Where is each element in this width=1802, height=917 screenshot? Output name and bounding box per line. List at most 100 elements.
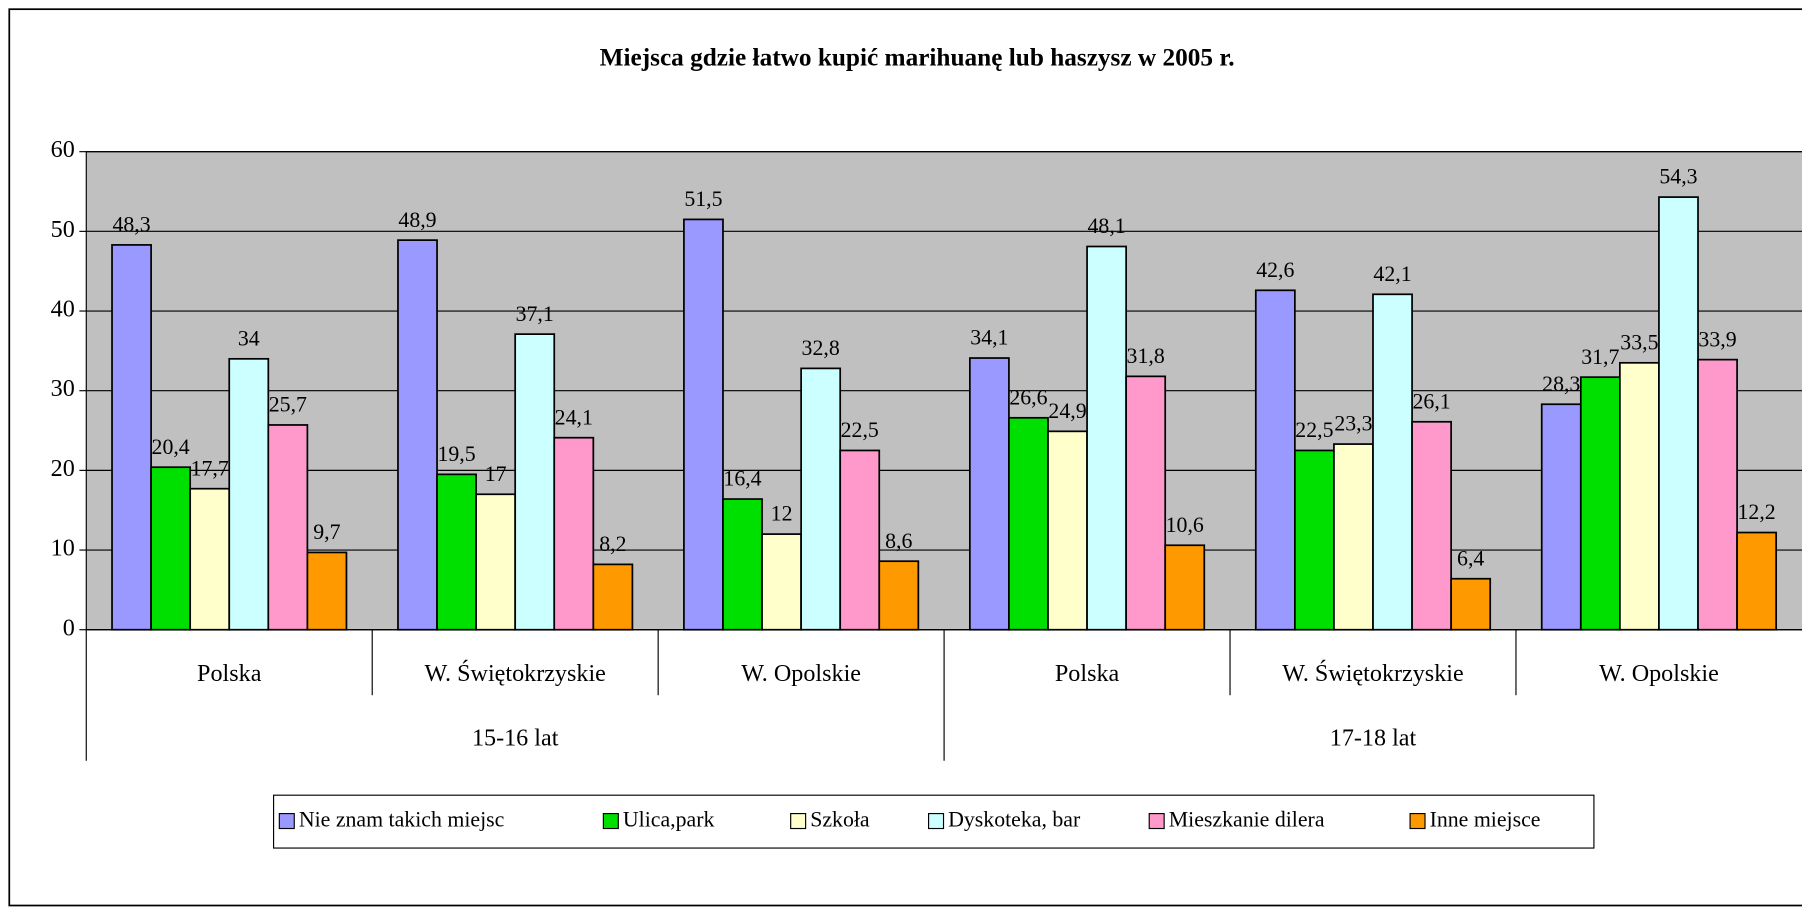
x-tick-label: W. Opolskie: [1599, 660, 1719, 687]
data-label: 51,5: [684, 187, 722, 211]
bar: [1697, 358, 1738, 631]
legend-swatch: [278, 813, 295, 830]
y-tick-label: 50: [51, 216, 75, 243]
bar: [306, 551, 348, 631]
data-label: 19,5: [437, 442, 475, 466]
y-tick-label: 40: [51, 296, 75, 323]
y-tick-label: 30: [51, 375, 75, 402]
bar: [1294, 449, 1335, 631]
chart-title: Miejsca gdzie łatwo kupić marihuanę lub …: [600, 44, 1235, 72]
data-label: 22,5: [1295, 418, 1333, 442]
data-label: 17: [485, 462, 507, 486]
x-tick-label: W. Świętokrzyskie: [1282, 659, 1463, 687]
bar: [968, 357, 1010, 631]
bar: [1254, 289, 1296, 631]
bar: [839, 449, 881, 631]
bar: [800, 367, 842, 631]
data-label: 24,1: [555, 405, 593, 429]
bar: [878, 560, 920, 631]
y-tick-label: 0: [63, 614, 75, 641]
data-label: 48,3: [112, 213, 150, 237]
bar: [150, 466, 192, 631]
group-label: 17-18 lat: [1330, 725, 1417, 752]
data-label: 54,3: [1659, 165, 1697, 189]
bar: [267, 424, 309, 631]
y-tick-label: 20: [51, 455, 75, 482]
data-label: 8,6: [885, 529, 912, 553]
data-label: 37,1: [516, 302, 554, 326]
bar: [1047, 430, 1088, 631]
bar: [592, 563, 634, 631]
legend-label: Szkoła: [810, 808, 870, 832]
data-label: 24,9: [1048, 399, 1086, 423]
bar: [1736, 531, 1778, 631]
data-label: 42,6: [1256, 258, 1294, 282]
data-label: 26,1: [1413, 389, 1451, 413]
bar: [1086, 245, 1127, 631]
data-label: 12,2: [1738, 500, 1776, 524]
x-tick-label: Polska: [197, 660, 262, 687]
data-label: 33,5: [1620, 330, 1658, 354]
bar: [1164, 544, 1206, 631]
legend-label: Dyskoteka, bar: [948, 808, 1081, 832]
bar: [514, 333, 556, 631]
legend-swatch: [1148, 813, 1165, 830]
bar: [1450, 577, 1492, 631]
bar: [111, 244, 152, 631]
legend-label: Inne miejsce: [1430, 808, 1541, 832]
x-tick-label: Polska: [1055, 660, 1120, 687]
legend-label: Nie znam takich miejsc: [299, 808, 505, 832]
legend-label: Mieszkanie dilera: [1169, 808, 1325, 832]
legend-swatch: [1409, 813, 1426, 830]
bar: [228, 357, 270, 631]
legend-label: Ulica,park: [623, 808, 715, 832]
bar: [1008, 416, 1049, 631]
data-label: 16,4: [723, 467, 761, 491]
legend-swatch: [602, 813, 619, 830]
data-label: 31,7: [1581, 345, 1619, 369]
legend-swatch: [928, 813, 945, 830]
bar: [1579, 376, 1621, 631]
bar: [1372, 293, 1413, 631]
bar: [1540, 403, 1582, 631]
data-label: 48,9: [398, 208, 436, 232]
bar: [397, 239, 438, 631]
data-label: 9,7: [313, 520, 340, 544]
bar: [475, 493, 517, 631]
data-label: 31,8: [1127, 344, 1165, 368]
bar: [1125, 375, 1167, 631]
data-label: 34: [238, 326, 260, 350]
bar: [189, 487, 231, 631]
data-label: 17,7: [191, 456, 229, 480]
data-label: 33,9: [1698, 327, 1736, 351]
bar: [436, 473, 477, 631]
bar: [553, 436, 595, 631]
y-tick-label: 10: [51, 535, 75, 562]
bar: [683, 218, 724, 631]
data-label: 12: [771, 502, 793, 526]
data-label: 34,1: [970, 326, 1008, 350]
group-label: 15-16 lat: [472, 725, 559, 752]
bar: [1411, 420, 1453, 631]
data-label: 25,7: [269, 393, 307, 417]
bar: [1619, 361, 1660, 631]
data-label: 23,3: [1334, 412, 1372, 436]
data-label: 8,2: [599, 532, 626, 556]
x-tick-label: W. Świętokrzyskie: [424, 659, 605, 687]
data-label: 28,3: [1542, 372, 1580, 396]
bar: [722, 498, 763, 631]
bar: [1333, 443, 1374, 631]
data-label: 48,1: [1087, 214, 1125, 238]
legend-swatch: [790, 813, 807, 830]
bar: [761, 533, 802, 631]
data-label: 22,5: [841, 418, 879, 442]
data-label: 42,1: [1373, 262, 1411, 286]
data-label: 32,8: [802, 336, 840, 360]
y-tick-label: 60: [51, 136, 75, 163]
data-label: 6,4: [1457, 546, 1484, 570]
x-tick-label: W. Opolskie: [741, 660, 861, 687]
data-label: 20,4: [152, 435, 190, 459]
data-label: 26,6: [1009, 385, 1047, 409]
